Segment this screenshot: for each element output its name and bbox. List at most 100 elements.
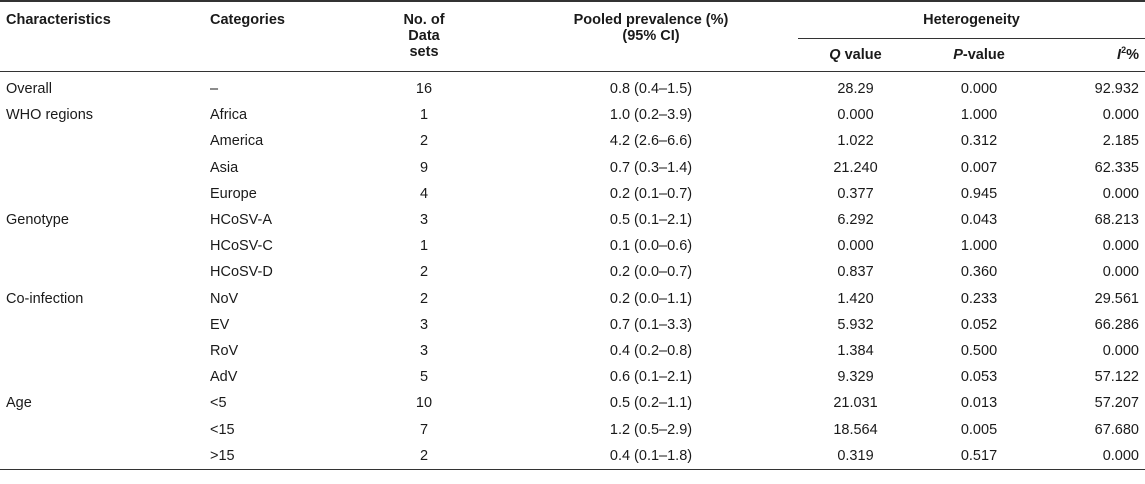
cell-q-value: 1.420 — [837, 290, 874, 307]
cell-category: Europe — [210, 185, 257, 202]
cell-q-value: 18.564 — [833, 421, 878, 438]
cell-p-value: 0.517 — [960, 447, 998, 464]
cell-category: AdV — [210, 369, 238, 386]
cell-category: Asia — [210, 159, 239, 176]
table-row: America 2 4.2 (2.6–6.6) 1.022 0.312 2.185 — [0, 128, 1145, 154]
cell-category: HCoSV-D — [210, 264, 273, 281]
cell-characteristic: Co-infection — [6, 290, 84, 307]
table-row: Genotype HCoSV-A 3 0.5 (0.1–2.1) 6.292 0.043 6… — [0, 207, 1145, 233]
cell-i2: 0.000 — [1102, 185, 1139, 202]
cell-q-value: 21.031 — [833, 395, 878, 412]
cell-characteristic — [0, 128, 204, 154]
cell-category: Africa — [210, 107, 248, 124]
table-body: Overall – 16 0.8 (0.4–1.5) 28.29 0.000 92.932 W… — [0, 72, 1145, 470]
header-q-italic: Q — [829, 47, 841, 63]
header-num-datasets: No. of Data sets — [344, 1, 504, 72]
cell-num-datasets: 2 — [419, 133, 429, 150]
cell-q-value: 9.329 — [837, 369, 874, 386]
cell-category: <5 — [210, 395, 227, 412]
cell-characteristic: WHO regions — [6, 107, 94, 124]
cell-q-value: 0.377 — [837, 185, 874, 202]
cell-num-datasets: 10 — [415, 395, 433, 412]
table-row: RoV 3 0.4 (0.2–0.8) 1.384 0.500 0.000 — [0, 338, 1145, 364]
cell-category: EV — [210, 316, 230, 333]
cell-pooled-prevalence: 4.2 (2.6–6.6) — [609, 133, 693, 150]
cell-q-value: 21.240 — [833, 159, 878, 176]
cell-i2: 62.335 — [1094, 159, 1139, 176]
cell-num-datasets: 2 — [419, 447, 429, 464]
cell-pooled-prevalence: 0.8 (0.4–1.5) — [609, 81, 693, 97]
header-p-rest: -value — [962, 47, 1005, 63]
table-row: Age <5 10 0.5 (0.2–1.1) 21.031 0.013 57.207 — [0, 390, 1145, 416]
cell-characteristic — [0, 312, 204, 338]
cell-category: <15 — [210, 421, 235, 438]
prevalence-table: Characteristics Categories No. of Data s… — [0, 1, 1145, 470]
cell-characteristic — [0, 364, 204, 390]
cell-category: >15 — [210, 447, 235, 464]
cell-characteristic — [0, 417, 204, 443]
cell-p-value: 1.000 — [960, 238, 998, 255]
cell-p-value: 0.500 — [960, 343, 998, 360]
cell-i2: 0.000 — [1102, 107, 1139, 124]
cell-num-datasets: 4 — [419, 185, 429, 202]
cell-p-value: 0.000 — [960, 81, 998, 97]
header-num-datasets-line1: No. of — [403, 12, 445, 28]
cell-category: NoV — [210, 290, 239, 307]
cell-characteristic — [0, 338, 204, 364]
cell-characteristic: Genotype — [6, 212, 69, 229]
cell-num-datasets: 9 — [419, 159, 429, 176]
cell-category: – — [210, 81, 219, 97]
cell-q-value: 0.837 — [837, 264, 874, 281]
cell-i2: 68.213 — [1094, 212, 1139, 229]
cell-num-datasets: 7 — [419, 421, 429, 438]
cell-pooled-prevalence: 0.7 (0.3–1.4) — [609, 159, 693, 176]
cell-pooled-prevalence: 0.4 (0.2–0.8) — [609, 343, 693, 360]
table-row: Asia 9 0.7 (0.3–1.4) 21.240 0.007 62.335 — [0, 155, 1145, 181]
cell-p-value: 1.000 — [960, 107, 998, 124]
cell-p-value: 0.312 — [960, 133, 998, 150]
header-num-datasets-line3: sets — [409, 44, 439, 60]
cell-characteristic: Overall — [6, 81, 52, 97]
cell-pooled-prevalence: 0.4 (0.1–1.8) — [609, 447, 693, 464]
header-i2-sup: 2 — [1121, 45, 1127, 56]
header-categories: Categories — [210, 12, 285, 28]
cell-pooled-prevalence: 0.6 (0.1–2.1) — [609, 369, 693, 386]
table-row: Co-infection NoV 2 0.2 (0.0–1.1) 1.420 0.233 2… — [0, 286, 1145, 312]
header-i2: I2% — [1045, 39, 1145, 72]
cell-q-value: 1.384 — [837, 343, 874, 360]
header-i2-italic: I — [1117, 47, 1122, 63]
cell-num-datasets: 2 — [419, 264, 429, 281]
cell-i2: 67.680 — [1094, 421, 1139, 438]
cell-q-value: 6.292 — [837, 212, 874, 229]
cell-pooled-prevalence: 0.2 (0.0–1.1) — [609, 290, 693, 307]
cell-i2: 57.207 — [1094, 395, 1139, 412]
cell-p-value: 0.053 — [960, 369, 998, 386]
cell-pooled-prevalence: 0.5 (0.2–1.1) — [609, 395, 693, 412]
cell-pooled-prevalence: 0.2 (0.1–0.7) — [609, 185, 693, 202]
cell-pooled-prevalence: 1.2 (0.5–2.9) — [609, 421, 693, 438]
table-row: HCoSV-C 1 0.1 (0.0–0.6) 0.000 1.000 0.000 — [0, 233, 1145, 259]
header-characteristics: Characteristics — [6, 12, 111, 28]
cell-num-datasets: 3 — [419, 316, 429, 333]
cell-p-value: 0.052 — [960, 316, 998, 333]
header-num-datasets-line2: Data — [408, 28, 440, 44]
cell-i2: 29.561 — [1094, 290, 1139, 307]
header-q-rest: value — [840, 47, 882, 63]
cell-num-datasets: 16 — [415, 81, 433, 97]
cell-characteristic — [0, 181, 204, 207]
cell-p-value: 0.043 — [960, 212, 998, 229]
table-row: Europe 4 0.2 (0.1–0.7) 0.377 0.945 0.000 — [0, 181, 1145, 207]
cell-characteristic — [0, 443, 204, 470]
cell-pooled-prevalence: 1.0 (0.2–3.9) — [609, 107, 693, 124]
cell-category: America — [210, 133, 264, 150]
table-header: Characteristics Categories No. of Data s… — [0, 1, 1145, 72]
table-row: <15 7 1.2 (0.5–2.9) 18.564 0.005 67.680 — [0, 417, 1145, 443]
header-pooled-prevalence: Pooled prevalence (%) (95% CI) — [504, 1, 798, 72]
cell-p-value: 0.005 — [960, 421, 998, 438]
cell-pooled-prevalence: 0.2 (0.0–0.7) — [609, 264, 693, 281]
header-heterogeneity: Heterogeneity — [798, 1, 1145, 39]
cell-p-value: 0.013 — [960, 395, 998, 412]
cell-p-value: 0.945 — [960, 185, 998, 202]
header-pooled-line2: (95% CI) — [622, 28, 680, 44]
table-row: WHO regions Africa 1 1.0 (0.2–3.9) 0.000 1.00… — [0, 102, 1145, 128]
